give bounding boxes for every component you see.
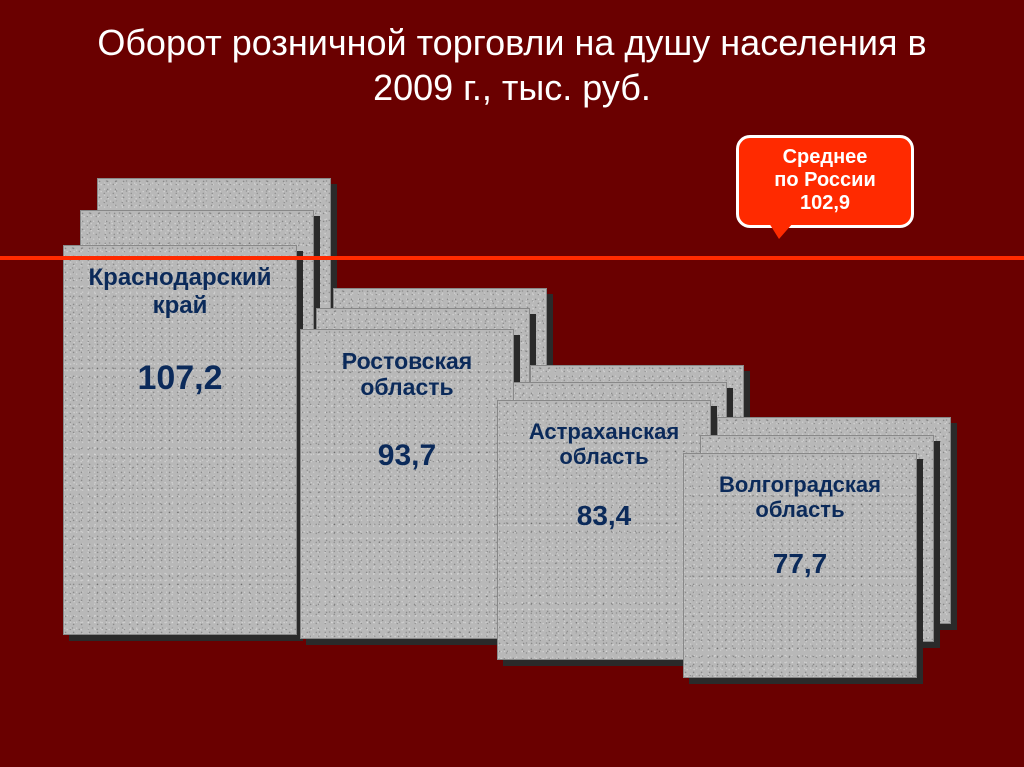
threshold-line [0,256,1024,260]
region-card: Ростовскаяобласть 93,7 [300,329,514,639]
region-name: Волгоградскаяобласть [694,472,906,523]
region-name: Ростовскаяобласть [311,348,503,401]
region-value: 83,4 [577,500,632,532]
region-value: 93,7 [378,439,436,473]
region-card: Краснодарскийкрай 107,2 [63,245,297,635]
region-card: Волгоградскаяобласть 77,7 [683,453,917,678]
region-name: Краснодарскийкрай [74,264,286,319]
region-value: 107,2 [137,359,222,398]
region-value: 77,7 [773,548,828,580]
callout-line1: Среднее [745,146,905,169]
callout-line2: по России [745,169,905,192]
region-name: Астраханскаяобласть [508,419,700,470]
region-card: Астраханскаяобласть 83,4 [497,400,711,660]
cards-area: Краснодарскийкрай 107,2 Ростовскаяобласть 9… [0,0,1024,767]
average-callout: Среднее по России 102,9 [736,135,914,228]
callout-value: 102,9 [745,192,905,215]
